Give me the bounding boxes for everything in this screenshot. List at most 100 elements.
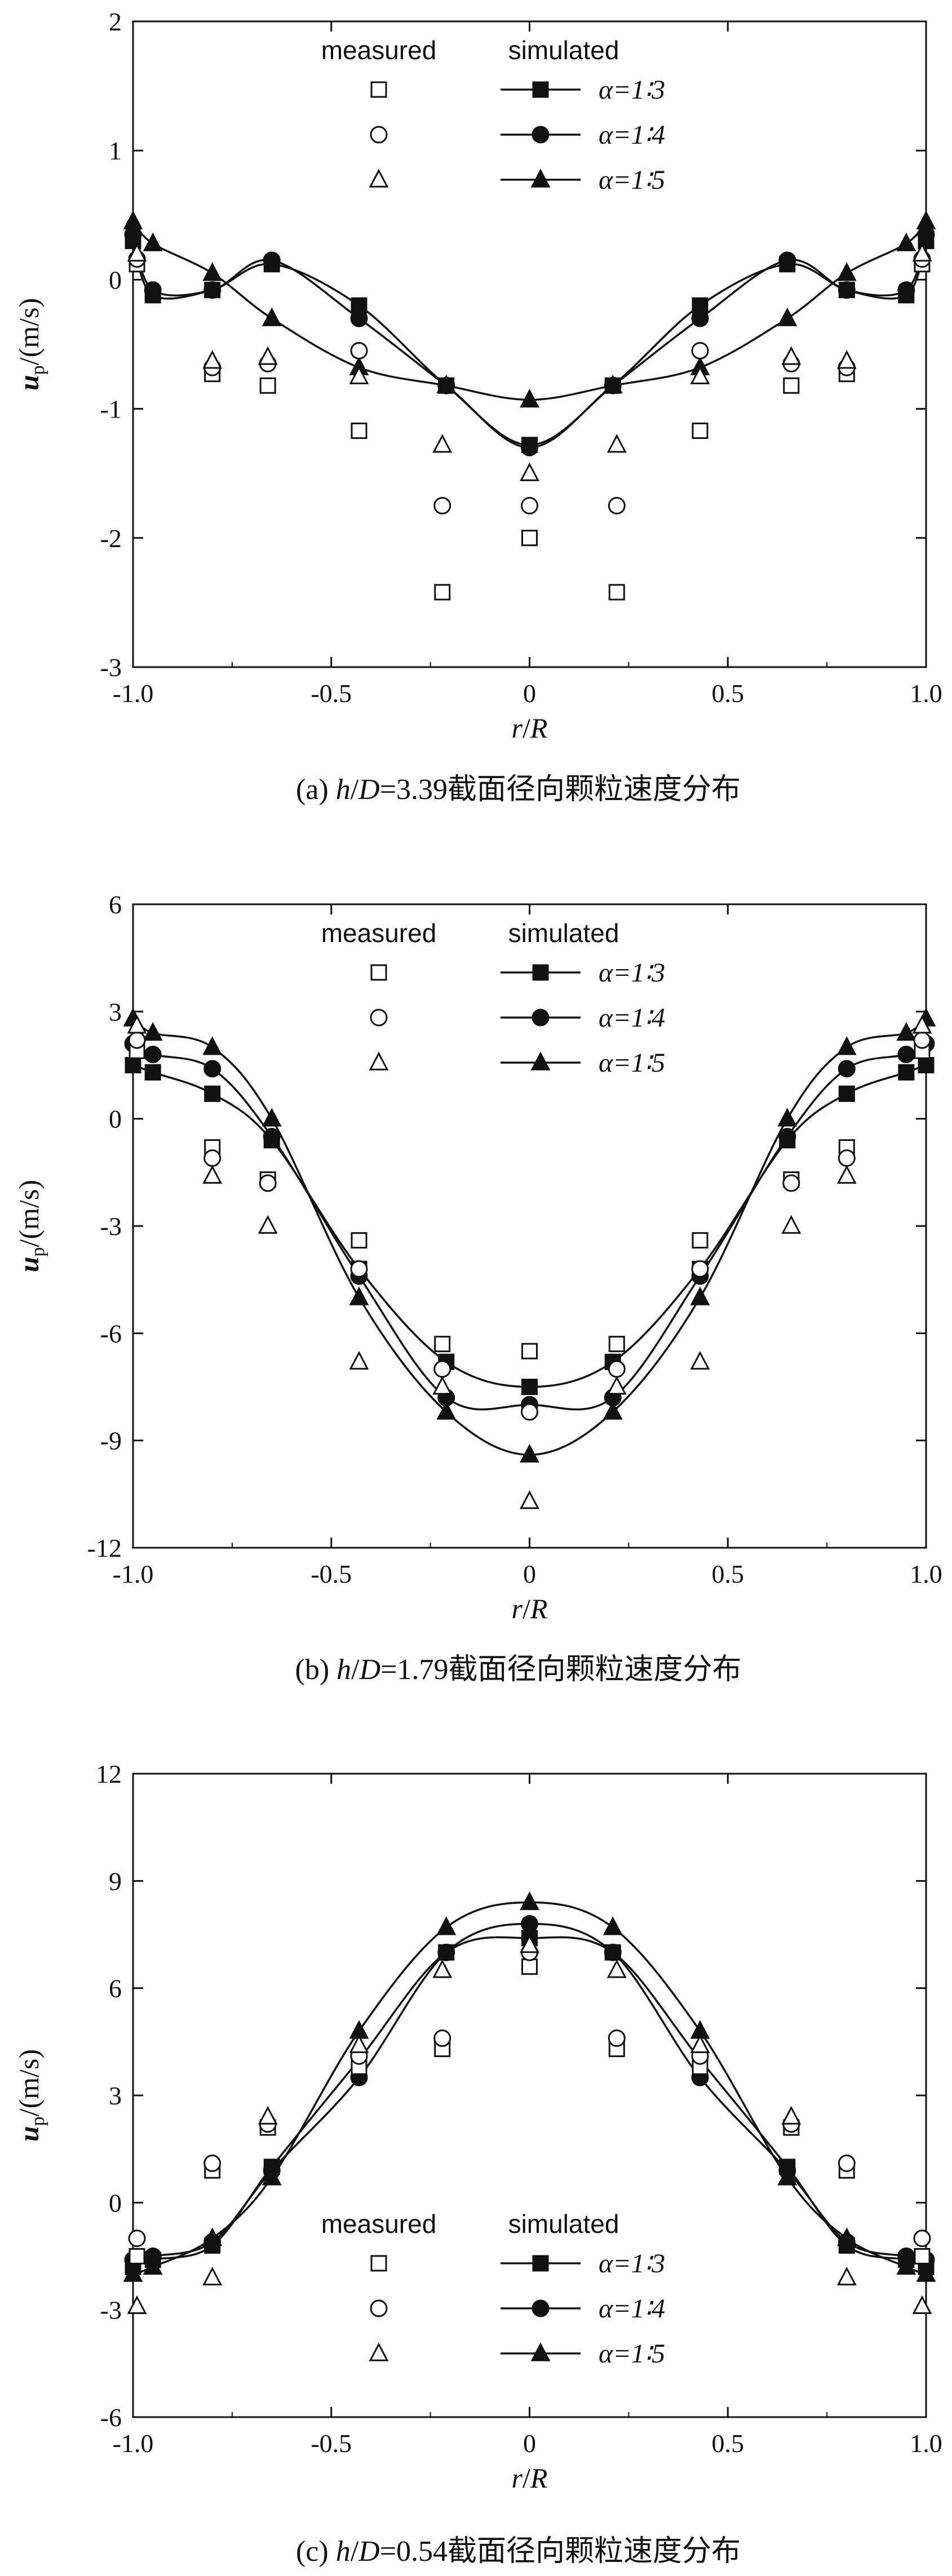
measured-point bbox=[349, 2034, 369, 2053]
measured-point bbox=[520, 1490, 539, 1509]
measured-point bbox=[258, 1215, 278, 1234]
legend-series-label: α=1∶4 bbox=[599, 2294, 665, 2324]
measured-point bbox=[781, 346, 802, 365]
y-tick-label: -6 bbox=[100, 1319, 122, 1348]
legend-series-label: α=1∶4 bbox=[599, 1003, 665, 1033]
measured-point bbox=[128, 2229, 146, 2248]
measured-point bbox=[836, 2267, 857, 2286]
simulated-point bbox=[144, 281, 162, 299]
measured-point bbox=[350, 341, 368, 359]
legend: measured simulated α=1∶3 α=1∶4 α=1∶5 bbox=[321, 2209, 665, 2369]
x-tick-label: 1.0 bbox=[910, 679, 942, 708]
simulated-point bbox=[203, 281, 222, 299]
simulated-point bbox=[916, 2263, 936, 2282]
x-tick-label: 0 bbox=[523, 1560, 536, 1588]
caption-slash: / bbox=[351, 2535, 359, 2568]
x-label-slash: / bbox=[523, 712, 530, 744]
legend-measured-marker bbox=[369, 2342, 389, 2361]
simulated-point bbox=[897, 1045, 915, 1063]
simulated-point bbox=[604, 1943, 622, 1961]
measured-point bbox=[782, 1174, 800, 1192]
legend-series-label: α=1∶3 bbox=[599, 2249, 665, 2279]
simulated-point bbox=[778, 251, 796, 269]
x-label-r: r bbox=[512, 712, 523, 744]
legend-simulated-marker bbox=[530, 2342, 551, 2361]
legend-simulated-header: simulated bbox=[508, 918, 619, 948]
measured-point bbox=[259, 377, 276, 394]
legend-simulated-header: simulated bbox=[508, 2209, 619, 2239]
y-tick-label: 0 bbox=[109, 1105, 122, 1134]
simulated-point bbox=[777, 1108, 798, 1127]
y-tick-label: -6 bbox=[100, 2403, 122, 2432]
simulated-point bbox=[202, 2227, 223, 2246]
measured-point bbox=[127, 1015, 147, 1034]
x-tick-label: 0.5 bbox=[712, 679, 745, 708]
measured-point bbox=[258, 2106, 278, 2125]
caption-prefix: (b) bbox=[295, 1654, 337, 1686]
measured-point bbox=[913, 2229, 931, 2248]
y-tick-label: -3 bbox=[100, 1212, 122, 1241]
figure-caption: (b) h/D=1.79截面径向颗粒速度分布 bbox=[295, 1654, 742, 1686]
caption-value: =3.39截面径向颗粒速度分布 bbox=[380, 774, 741, 806]
y-label-unit: /(m/s) bbox=[13, 2049, 45, 2116]
measured-point bbox=[520, 462, 539, 481]
x-tick-label: -1.0 bbox=[113, 1560, 154, 1588]
simulated-point bbox=[262, 2166, 282, 2186]
simulated-point bbox=[603, 1401, 623, 1420]
y-axis-label: up/(m/s) bbox=[13, 298, 48, 390]
simulated-curve-1 bbox=[132, 1064, 927, 1388]
x-tick-label: -0.5 bbox=[311, 1560, 352, 1588]
caption-D: D bbox=[358, 2535, 380, 2568]
x-label-R: R bbox=[530, 1593, 548, 1624]
x-tick-label: 0 bbox=[523, 679, 536, 708]
legend-measured-marker bbox=[370, 2255, 387, 2272]
simulated-point bbox=[144, 1064, 161, 1081]
simulated-point bbox=[204, 1085, 221, 1102]
plot-frame bbox=[132, 20, 927, 668]
x-tick-label: 0 bbox=[523, 2429, 536, 2458]
legend-simulated-marker bbox=[532, 964, 549, 981]
y-tick-label: 3 bbox=[109, 2081, 122, 2110]
measured-point bbox=[258, 346, 278, 365]
simulated-point bbox=[262, 307, 282, 326]
x-axis-label: r/R bbox=[512, 1593, 548, 1624]
simulated-point bbox=[836, 262, 857, 281]
chart-panel-3: -1.0 -0.5 0 0.5 1.0129630-3-6r/Rup/(m/s)meas… bbox=[13, 1760, 942, 2568]
caption-value: =1.79截面径向颗粒速度分布 bbox=[380, 1654, 741, 1686]
legend-measured-header: measured bbox=[321, 2209, 437, 2239]
simulated-point bbox=[898, 1064, 915, 1081]
legend-measured-marker bbox=[370, 81, 387, 98]
measured-point bbox=[912, 243, 932, 262]
legend-simulated-marker bbox=[532, 126, 550, 144]
y-tick-label: -12 bbox=[87, 1534, 122, 1562]
measured-point bbox=[433, 2029, 451, 2047]
measured-point bbox=[202, 2267, 223, 2286]
measured-point bbox=[691, 1260, 709, 1278]
figure-caption: (a) h/D=3.39截面径向颗粒速度分布 bbox=[296, 774, 741, 806]
y-label-unit: /(m/s) bbox=[13, 298, 45, 365]
measured-point bbox=[520, 1934, 539, 1953]
measured-point bbox=[521, 1343, 538, 1360]
measured-point bbox=[838, 2155, 856, 2173]
legend-series-label: α=1∶3 bbox=[599, 958, 665, 988]
simulated-point bbox=[521, 1379, 538, 1395]
simulated-point bbox=[263, 251, 281, 269]
legend-simulated-marker bbox=[532, 1009, 550, 1027]
simulated-point bbox=[520, 389, 539, 408]
measured-point bbox=[836, 1165, 857, 1184]
x-tick-label: 1.0 bbox=[910, 2429, 942, 2458]
measured-point bbox=[692, 423, 709, 439]
measured-point bbox=[129, 2248, 145, 2264]
simulated-point bbox=[349, 1286, 369, 1305]
measured-point bbox=[432, 1959, 453, 1978]
legend-measured-header: measured bbox=[321, 35, 437, 65]
measured-point bbox=[781, 1215, 802, 1234]
caption-prefix: (c) bbox=[296, 2535, 336, 2568]
measured-point bbox=[606, 434, 627, 453]
figure-caption: (c) h/D=0.54截面径向颗粒速度分布 bbox=[296, 2535, 741, 2568]
simulated-point bbox=[897, 281, 915, 299]
legend-measured-marker bbox=[370, 126, 388, 144]
simulated-point bbox=[263, 1127, 281, 1145]
simulated-point bbox=[603, 374, 623, 394]
legend-simulated-header: simulated bbox=[508, 35, 619, 65]
